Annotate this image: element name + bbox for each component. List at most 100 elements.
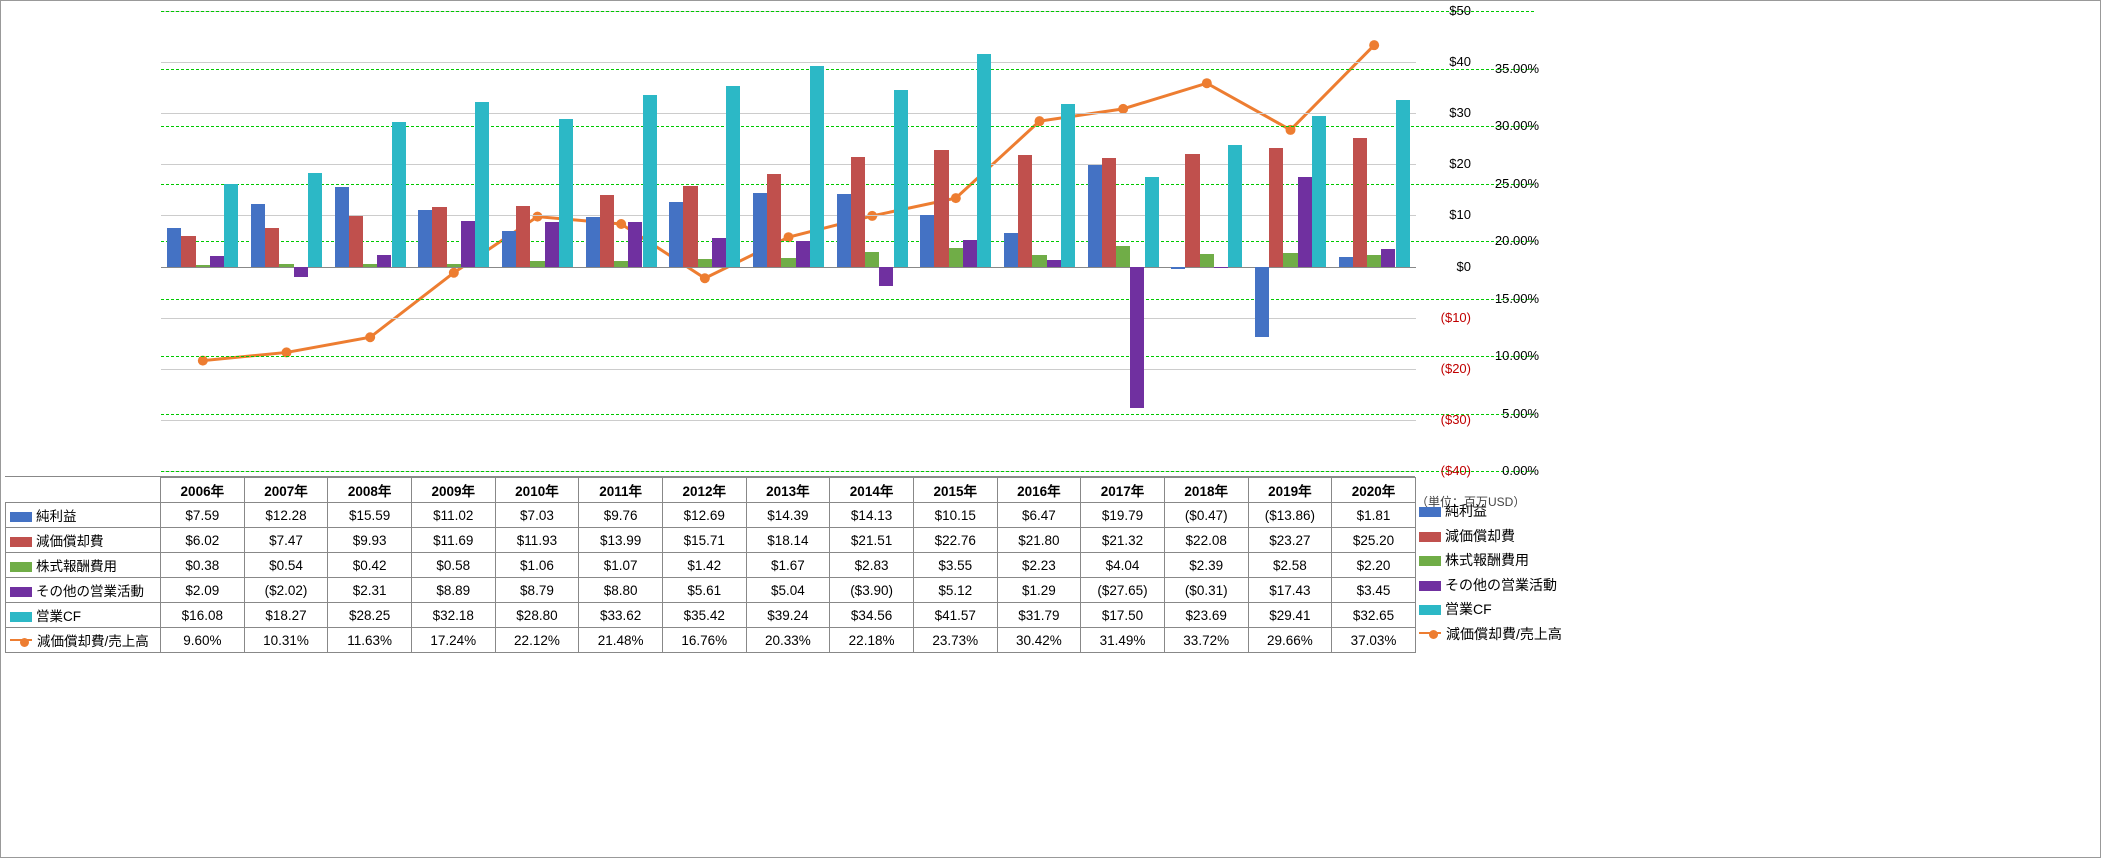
cell: $1.81	[1332, 503, 1416, 528]
bar-op_cf	[559, 119, 573, 266]
bar-stock_comp	[1367, 255, 1381, 266]
bar-dep_amort	[683, 186, 697, 266]
bar-net_income	[1004, 233, 1018, 266]
cell: $14.39	[746, 503, 830, 528]
cell: 11.63%	[328, 628, 412, 653]
legend-item-dep_amort: 減価償却費	[1419, 524, 1562, 549]
cell: $11.93	[495, 528, 579, 553]
cell: $12.69	[662, 503, 746, 528]
bar-op_cf	[977, 54, 991, 266]
cell: $22.76	[913, 528, 997, 553]
chart-root: ($40)($30)($20)($10)$0$10$20$30$40$50 0.…	[0, 0, 2101, 858]
bar-net_income	[335, 187, 349, 267]
cell: $6.02	[161, 528, 245, 553]
cell: $41.57	[913, 603, 997, 628]
cell: $15.71	[662, 528, 746, 553]
bar-op_cf	[1312, 116, 1326, 266]
bar-other_ops	[1130, 267, 1144, 408]
cell: 31.49%	[1081, 628, 1165, 653]
bar-op_cf	[1396, 100, 1410, 267]
cell: ($2.02)	[244, 578, 328, 603]
bar-dep_amort	[1102, 158, 1116, 267]
table-year-header: 2007年	[244, 478, 328, 503]
cell: ($0.31)	[1164, 578, 1248, 603]
bar-other_ops	[294, 267, 308, 277]
legend-swatch	[1419, 556, 1441, 566]
bar-other_ops	[461, 221, 475, 266]
legend-item-op_cf: 営業CF	[1419, 597, 1562, 622]
y-left-tick: ($10)	[1421, 310, 1471, 325]
cell: $39.24	[746, 603, 830, 628]
swatch-dep_amort	[10, 537, 32, 547]
cell: $31.79	[997, 603, 1081, 628]
marker-dep-over-rev	[533, 212, 543, 222]
cell: $21.32	[1081, 528, 1165, 553]
cell: $0.54	[244, 553, 328, 578]
bar-dep_amort	[851, 157, 865, 267]
cell: $28.80	[495, 603, 579, 628]
bar-op_cf	[1228, 145, 1242, 266]
cell: $10.15	[913, 503, 997, 528]
legend-item-other_ops: その他の営業活動	[1419, 573, 1562, 598]
bar-dep_amort	[349, 216, 363, 267]
cell: 9.60%	[161, 628, 245, 653]
bar-dep_amort	[516, 206, 530, 267]
bar-net_income	[586, 217, 600, 267]
bar-net_income	[1339, 257, 1353, 266]
table-row: 株式報酬費用$0.38$0.54$0.42$0.58$1.06$1.07$1.4…	[6, 553, 1416, 578]
bar-op_cf	[726, 86, 740, 267]
cell: $1.67	[746, 553, 830, 578]
table-year-header: 2008年	[328, 478, 412, 503]
bar-other_ops	[210, 256, 224, 267]
row-head-net_income: 純利益	[6, 503, 161, 528]
bar-other_ops	[628, 222, 642, 267]
legend-swatch	[1419, 581, 1441, 591]
cell: $11.02	[411, 503, 495, 528]
bar-dep_amort	[934, 150, 948, 266]
bar-net_income	[753, 193, 767, 267]
y-right-tick: 10.00%	[1479, 348, 1539, 363]
cell: $2.20	[1332, 553, 1416, 578]
bar-op_cf	[1061, 104, 1075, 266]
row-head-stock_comp: 株式報酬費用	[6, 553, 161, 578]
swatch-op_cf	[10, 612, 32, 622]
cell: $14.13	[830, 503, 914, 528]
cell: $4.04	[1081, 553, 1165, 578]
legend-right: 純利益減価償却費株式報酬費用その他の営業活動営業CF減価償却費/売上高	[1419, 499, 1562, 646]
legend-swatch	[1419, 532, 1441, 542]
bar-net_income	[1088, 165, 1102, 266]
bar-dep_amort	[1018, 155, 1032, 266]
bar-other_ops	[712, 238, 726, 267]
bar-other_ops	[1298, 177, 1312, 266]
cell: $9.76	[579, 503, 663, 528]
swatch-line	[10, 639, 32, 641]
bar-other_ops	[1381, 249, 1395, 267]
cell: $32.18	[411, 603, 495, 628]
cell: 10.31%	[244, 628, 328, 653]
cell: $5.12	[913, 578, 997, 603]
marker-dep-over-rev	[951, 193, 961, 203]
bar-stock_comp	[1200, 254, 1214, 266]
cell: $16.08	[161, 603, 245, 628]
row-head-dep_over_rev: 減価償却費/売上高	[6, 628, 161, 653]
row-head-dep_amort: 減価償却費	[6, 528, 161, 553]
bar-op_cf	[224, 184, 238, 266]
bar-net_income	[167, 228, 181, 267]
plot-area	[161, 11, 1416, 471]
y-left-tick: ($20)	[1421, 361, 1471, 376]
table-year-header: 2016年	[997, 478, 1081, 503]
bar-other_ops	[963, 240, 977, 266]
cell: $18.14	[746, 528, 830, 553]
bar-op_cf	[810, 66, 824, 267]
marker-dep-over-rev	[616, 219, 626, 229]
bar-stock_comp	[279, 264, 293, 267]
cell: $13.99	[579, 528, 663, 553]
data-table: 2006年2007年2008年2009年2010年2011年2012年2013年…	[5, 477, 1416, 653]
marker-dep-over-rev	[365, 332, 375, 342]
cell: $8.89	[411, 578, 495, 603]
bar-other_ops	[1047, 260, 1061, 267]
table-year-header: 2014年	[830, 478, 914, 503]
cell: $32.65	[1332, 603, 1416, 628]
marker-dep-over-rev	[1035, 116, 1045, 126]
bar-op_cf	[1145, 177, 1159, 266]
